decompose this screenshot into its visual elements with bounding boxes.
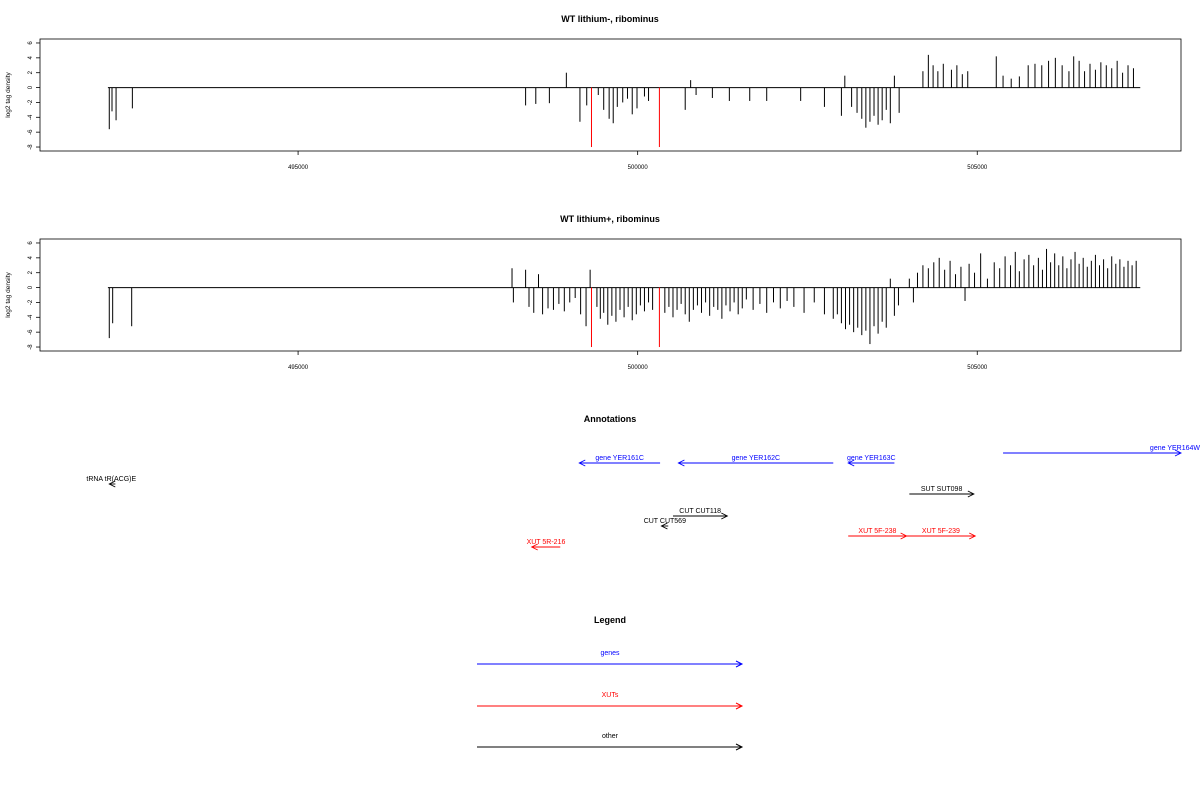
feature-arrowhead (660, 522, 668, 530)
x-tick-label: 495000 (288, 365, 309, 371)
annotation-features: gene YER161C gene YER162C gene YER163C gene… (86, 445, 1200, 551)
x-tick-label: 500000 (628, 365, 649, 371)
panel-lithium-plus: WT lithium+, ribominus log2 tag density … (5, 214, 1182, 371)
y-tick-label: -6 (28, 129, 34, 135)
x-tick-label: 505000 (967, 165, 988, 171)
feature-label: XUT 5F-239 (922, 528, 960, 535)
y-tick-label: 0 (28, 285, 34, 289)
panel-1-marks (107, 54, 1141, 148)
feature-label: gene YER162C (732, 455, 781, 462)
legend-title: Legend (594, 615, 626, 625)
y-tick-label: -2 (28, 299, 34, 305)
feature-label: gene YER163C (847, 455, 896, 462)
legend: Legend genes XUTs other (477, 615, 744, 751)
y-tick-label: -8 (28, 344, 34, 350)
y-tick-label: 0 (28, 85, 34, 89)
feature-label: tRNA tR(ACG)E (86, 476, 136, 483)
annotations-title: Annotations (584, 414, 637, 424)
feature-label: gene YER161C (595, 455, 644, 462)
y-tick-label: -4 (28, 114, 34, 120)
x-tick-label: 495000 (288, 165, 309, 171)
panel-1-title: WT lithium-, ribominus (561, 14, 659, 24)
feature-label: CUT CUT118 (679, 508, 721, 515)
y-tick-label: 4 (28, 256, 34, 260)
panel-lithium-minus: WT lithium-, ribominus log2 tag density … (5, 14, 1182, 171)
feature-arrowhead (530, 543, 538, 551)
feature-arrowhead (677, 459, 685, 467)
legend-arrowhead (735, 702, 744, 710)
feature-arrowhead (108, 480, 116, 488)
feature-arrowhead (1174, 449, 1183, 457)
legend-arrowhead (735, 743, 744, 751)
feature-label: SUT SUT098 (921, 486, 963, 493)
feature-arrowhead (969, 532, 977, 540)
panel-2-ylabel: log2 tag density (5, 271, 12, 317)
y-tick-label: 4 (28, 56, 34, 60)
y-tick-label: 2 (28, 70, 34, 74)
annotations-track: Annotations gene YER161C gene YER162C gene… (86, 414, 1200, 551)
legend-items: genes XUTs other (477, 650, 744, 751)
y-tick-label: -4 (28, 314, 34, 320)
panel-1-frame (39, 38, 1182, 152)
feature-arrowhead (578, 459, 586, 467)
y-tick-label: -2 (28, 99, 34, 105)
legend-arrowhead (735, 660, 744, 668)
feature-arrowhead (967, 490, 975, 498)
y-tick-label: 6 (28, 241, 34, 245)
panel-2-marks (107, 248, 1141, 348)
feature-label: CUT CUT569 (644, 518, 686, 525)
legend-item-label: genes (600, 650, 620, 657)
y-tick-label: -8 (28, 144, 34, 150)
panel-2-title: WT lithium+, ribominus (560, 214, 660, 224)
legend-item-label: other (602, 733, 619, 740)
feature-label: XUT 5R-216 (527, 539, 566, 546)
feature-arrowhead (721, 512, 729, 520)
y-tick-label: 6 (28, 41, 34, 45)
panel-1-axes: 6 4 2 0 -2 -4 -6 -8 495000 500000 505000 (28, 41, 988, 171)
x-tick-label: 505000 (967, 365, 988, 371)
x-tick-label: 500000 (628, 165, 649, 171)
y-tick-label: -6 (28, 329, 34, 335)
panel-2-axes: 6 4 2 0 -2 -4 -6 -8 495000 500000 505000 (28, 241, 988, 371)
panel-2-frame (39, 238, 1182, 352)
feature-label: XUT 5F-238 (858, 528, 896, 535)
y-tick-label: 2 (28, 270, 34, 274)
feature-label: gene YER164W (1150, 445, 1200, 452)
feature-arrowhead (847, 459, 855, 467)
panel-1-ylabel: log2 tag density (5, 71, 12, 117)
legend-item-label: XUTs (602, 692, 619, 699)
